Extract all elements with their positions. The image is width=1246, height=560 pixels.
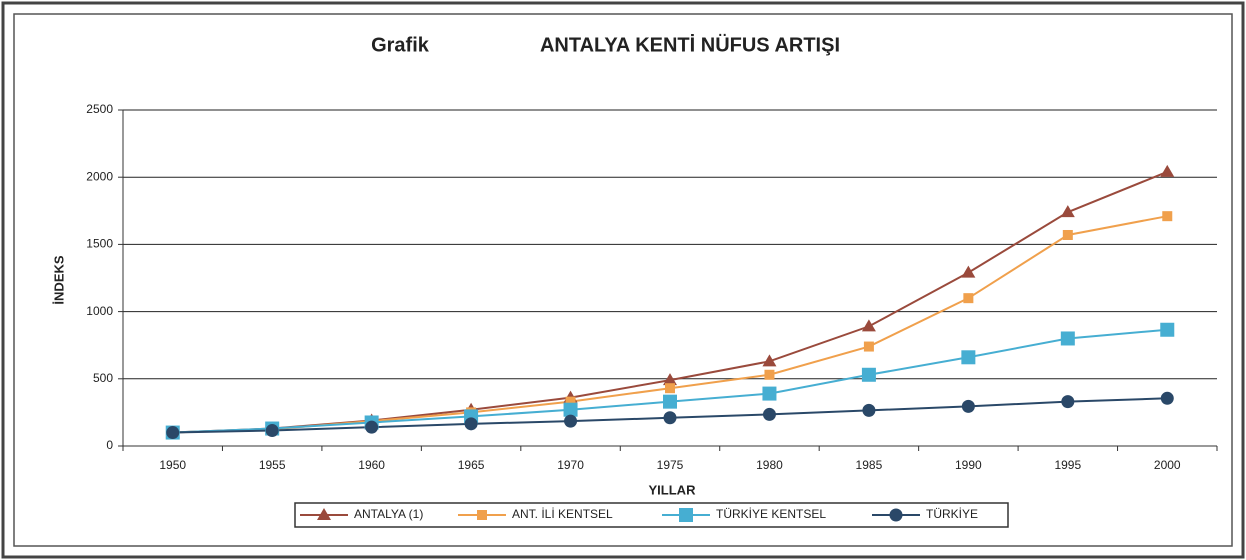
marker — [166, 426, 180, 440]
marker — [564, 414, 578, 428]
marker — [762, 354, 777, 367]
marker — [961, 350, 976, 365]
y-tick-label: 1500 — [86, 237, 113, 251]
marker — [1160, 322, 1175, 337]
marker — [1060, 331, 1075, 346]
marker — [762, 386, 777, 401]
legend-label: ANTALYA (1) — [354, 507, 423, 521]
x-tick-label: 1950 — [159, 458, 186, 472]
marker — [961, 265, 976, 278]
legend-label: TÜRKİYE — [926, 507, 978, 521]
marker — [1160, 391, 1174, 405]
marker — [265, 424, 279, 438]
y-tick-label: 1000 — [86, 304, 113, 318]
x-tick-label: 2000 — [1154, 458, 1181, 472]
marker — [1062, 229, 1073, 240]
marker — [565, 396, 576, 407]
legend-marker — [679, 508, 693, 522]
legend-label: ANT. İLİ KENTSEL — [512, 507, 613, 521]
x-tick-label: 1975 — [657, 458, 684, 472]
inner-frame — [13, 13, 1233, 547]
legend-marker — [889, 508, 903, 522]
y-tick-label: 2500 — [86, 102, 113, 116]
marker — [764, 369, 775, 380]
marker — [1060, 205, 1075, 218]
marker — [861, 367, 876, 382]
marker — [961, 399, 975, 413]
marker — [663, 411, 677, 425]
marker — [365, 420, 379, 434]
marker — [762, 407, 776, 421]
x-tick-label: 1955 — [259, 458, 286, 472]
legend-label: TÜRKİYE KENTSEL — [716, 507, 826, 521]
marker — [1061, 395, 1075, 409]
legend-marker — [477, 510, 487, 520]
marker — [862, 403, 876, 417]
y-axis-label: İNDEKS — [51, 255, 66, 304]
chart-title-prefix: Grafik — [371, 34, 430, 56]
marker — [464, 417, 478, 431]
x-tick-label: 1965 — [458, 458, 485, 472]
x-tick-label: 1980 — [756, 458, 783, 472]
marker — [663, 373, 677, 386]
marker — [861, 319, 876, 332]
y-tick-label: 2000 — [86, 169, 113, 183]
x-tick-label: 1960 — [358, 458, 385, 472]
marker — [963, 293, 974, 304]
x-tick-label: 1970 — [557, 458, 584, 472]
chart-title: ANTALYA KENTİ NÜFUS ARTIŞI — [540, 33, 840, 56]
y-tick-label: 0 — [106, 438, 113, 452]
x-tick-label: 1990 — [955, 458, 982, 472]
marker — [663, 394, 677, 409]
marker — [665, 383, 675, 394]
legend-marker — [317, 508, 331, 520]
y-tick-label: 500 — [93, 371, 113, 385]
x-tick-label: 1995 — [1054, 458, 1081, 472]
marker — [863, 341, 874, 352]
marker — [563, 402, 578, 417]
x-tick-label: 1985 — [856, 458, 883, 472]
marker — [1162, 211, 1173, 222]
x-axis-label: YILLAR — [649, 482, 697, 497]
marker — [1160, 164, 1175, 177]
